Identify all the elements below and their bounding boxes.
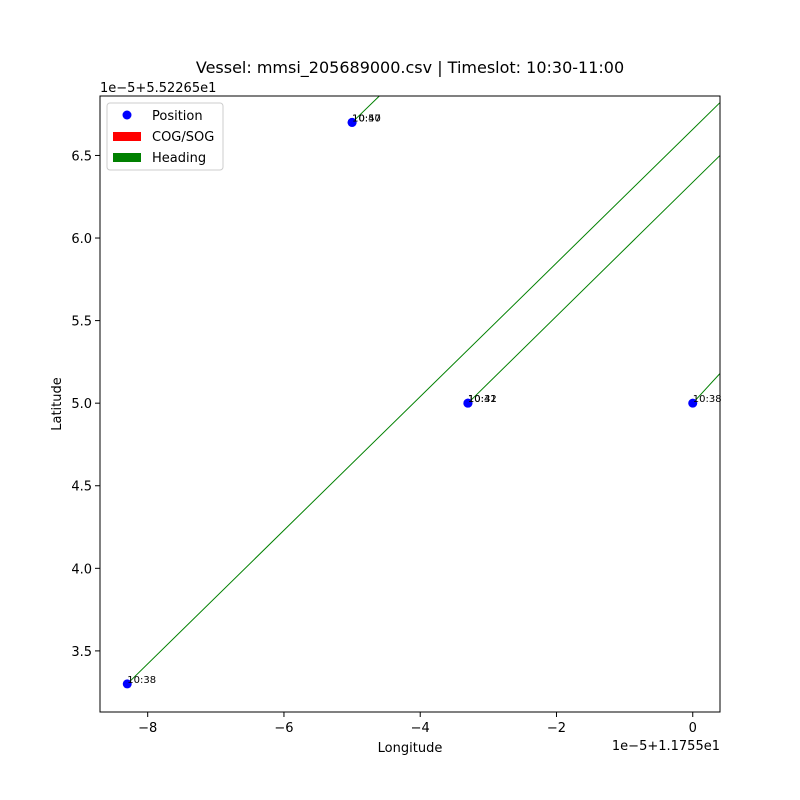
x-tick-label: 0 bbox=[689, 721, 697, 736]
point-time-label: 10:38 bbox=[693, 394, 722, 405]
y-tick-label: 5.0 bbox=[71, 397, 92, 412]
legend-label: Heading bbox=[152, 151, 206, 166]
y-tick-label: 6.0 bbox=[71, 232, 92, 247]
point-time-label: 10:47 bbox=[352, 113, 381, 124]
legend-patch bbox=[113, 132, 141, 141]
y-tick-label: 4.0 bbox=[71, 562, 92, 577]
x-tick-label: −8 bbox=[138, 721, 157, 736]
heading-line bbox=[126, 102, 720, 685]
plot-area-frame bbox=[99, 95, 721, 713]
position-point bbox=[463, 398, 473, 408]
point-time-label: 10:32 bbox=[468, 394, 497, 405]
legend-patch bbox=[113, 153, 141, 162]
chart-title: Vessel: mmsi_205689000.csv | Timeslot: 1… bbox=[196, 58, 624, 78]
heading-line bbox=[351, 96, 380, 123]
x-axis-offset-label: 1e−5+1.1755e1 bbox=[612, 739, 720, 754]
legend-label: Position bbox=[152, 109, 203, 124]
y-tick-label: 3.5 bbox=[71, 645, 92, 660]
y-tick-label: 6.5 bbox=[71, 149, 92, 164]
x-tick-label: −2 bbox=[547, 721, 566, 736]
heading-line bbox=[692, 373, 720, 404]
y-tick-label: 5.5 bbox=[71, 315, 92, 330]
position-point bbox=[122, 679, 132, 689]
point-time-label: 10:50 bbox=[352, 113, 381, 124]
legend-marker bbox=[122, 110, 132, 120]
position-point bbox=[688, 398, 698, 408]
y-tick-label: 4.5 bbox=[71, 480, 92, 495]
position-points bbox=[122, 117, 698, 689]
heading-lines bbox=[126, 96, 720, 685]
legend: Position COG/SOG Heading bbox=[106, 102, 224, 171]
point-time-label: 10:41 bbox=[468, 394, 497, 405]
point-time-label: 10:38 bbox=[127, 675, 156, 686]
y-axis-label: Latitude bbox=[50, 377, 65, 431]
legend-label: COG/SOG bbox=[152, 130, 214, 145]
position-point bbox=[347, 117, 357, 127]
x-tick-label: −4 bbox=[411, 721, 430, 736]
axis-ticks: −8 −6 −4 −2 0 3.5 4.0 4.5 5.0 5.5 6.0 6.5 bbox=[71, 149, 697, 736]
heading-line bbox=[467, 155, 720, 404]
x-tick-label: −6 bbox=[274, 721, 293, 736]
y-axis-offset-label: 1e−5+5.52265e1 bbox=[100, 81, 216, 96]
x-axis-label: Longitude bbox=[378, 741, 443, 756]
